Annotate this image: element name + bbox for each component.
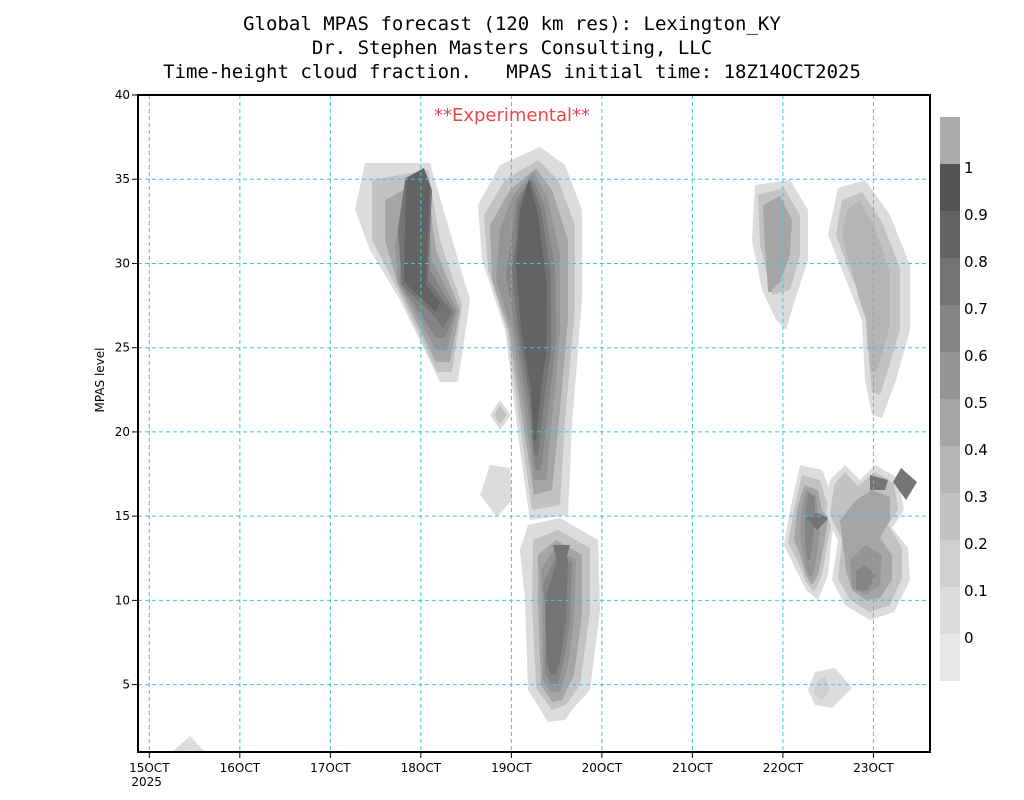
- colorbar-swatch: [940, 587, 960, 634]
- colorbar-swatch: [940, 352, 960, 399]
- colorbar-swatch: [940, 493, 960, 540]
- colorbar-label: 0.7: [964, 300, 988, 318]
- y-tick-label: 25: [115, 341, 130, 355]
- y-tick-label: 15: [115, 509, 130, 523]
- cloud-11-contour-2: [814, 676, 830, 700]
- cloud-4-contour-1: [480, 465, 512, 517]
- colorbar-swatch: [940, 540, 960, 587]
- cloud-2: [478, 147, 582, 520]
- y-axis-label: MPAS level: [93, 348, 107, 413]
- y-tick-label: 20: [115, 425, 130, 439]
- x-tick-label: 18OCT: [401, 761, 442, 775]
- colorbar-label: 0.4: [964, 441, 988, 459]
- cloud-7-contour-5: [768, 210, 782, 292]
- x-tick-label: 17OCT: [310, 761, 351, 775]
- y-tick-label: 5: [122, 678, 130, 692]
- cloud-fraction-field: [172, 147, 917, 752]
- colorbar-label: 0.3: [964, 488, 988, 506]
- y-axis: 5 10 15 20 25 30 35 40: [115, 88, 138, 692]
- colorbar-swatch: [940, 446, 960, 493]
- colorbar-label: 0: [964, 629, 974, 647]
- colorbar-swatch: [940, 305, 960, 352]
- colorbar-label: 0.6: [964, 347, 988, 365]
- x-tick-year-label: 2025: [131, 775, 162, 789]
- x-tick-label: 15OCT: [129, 761, 170, 775]
- cloud-9: [784, 465, 840, 600]
- colorbar-label: 0.8: [964, 253, 988, 271]
- cloud-9-contour-5: [805, 493, 815, 560]
- y-tick-label: 10: [115, 593, 130, 607]
- cloud-9-contour-6: [806, 513, 829, 530]
- cloud-11: [808, 668, 852, 708]
- x-tick-label: 21OCT: [672, 761, 713, 775]
- cloud-7: [752, 180, 808, 330]
- colorbar-label: 0.9: [964, 206, 988, 224]
- colorbar-swatch-top: [940, 117, 960, 164]
- chart-title-line-2: Dr. Stephen Masters Consulting, LLC: [311, 37, 713, 59]
- x-tick-label: 23OCT: [853, 761, 894, 775]
- cloud-8: [828, 180, 910, 418]
- cloud-6: [172, 736, 205, 752]
- cloud-5-contour-7: [553, 545, 570, 560]
- y-tick-label: 35: [115, 172, 130, 186]
- cloud-8-contour-5: [852, 222, 876, 330]
- x-tick-label: 16OCT: [220, 761, 261, 775]
- grid-lines: [138, 95, 930, 752]
- chart-title-line-3: Time-height cloud fraction. MPAS initial…: [163, 61, 861, 83]
- cloud-2-contour-7: [516, 180, 547, 440]
- cloud-3-contour-2: [494, 405, 507, 424]
- cloud-3: [490, 400, 511, 430]
- colorbar-label: 0.2: [964, 535, 988, 553]
- chart-title-line-1: Global MPAS forecast (120 km res): Lexin…: [243, 13, 781, 35]
- colorbar-label: 0.5: [964, 394, 988, 412]
- cloud-1: [355, 163, 470, 382]
- cloud-10: [826, 465, 917, 620]
- cloud-5: [520, 518, 600, 722]
- colorbar-swatch: [940, 399, 960, 446]
- y-tick-label: 30: [115, 256, 130, 270]
- cloud-10-contour-5: [856, 565, 876, 590]
- colorbar-swatch: [940, 634, 960, 681]
- colorbar-swatch: [940, 164, 960, 211]
- colorbar: 0 0.1 0.2 0.3 0.4 0.5 0.6 0.7 0.8 0.9 1: [940, 117, 988, 681]
- cloud-1-contour-7: [404, 168, 440, 312]
- cloud-5-contour-6: [545, 558, 568, 675]
- x-tick-label: 22OCT: [763, 761, 804, 775]
- x-tick-label: 19OCT: [491, 761, 532, 775]
- colorbar-swatch: [940, 258, 960, 305]
- cloud-10-contour-7: [893, 468, 917, 500]
- cloud-4: [480, 465, 512, 517]
- colorbar-swatch: [940, 211, 960, 258]
- colorbar-label: 0.1: [964, 582, 988, 600]
- y-tick-label: 40: [115, 88, 130, 102]
- x-tick-label: 20OCT: [582, 761, 623, 775]
- plot-frame: [137, 94, 931, 753]
- experimental-stamp: **Experimental**: [434, 105, 590, 126]
- x-axis: 15OCT 16OCT 17OCT 18OCT 19OCT 20OCT 21OCT 22OCT…: [129, 752, 894, 789]
- cloud-10-contour-6: [870, 475, 888, 490]
- colorbar-label: 1: [964, 159, 974, 177]
- cloud-6-contour-1: [172, 736, 205, 752]
